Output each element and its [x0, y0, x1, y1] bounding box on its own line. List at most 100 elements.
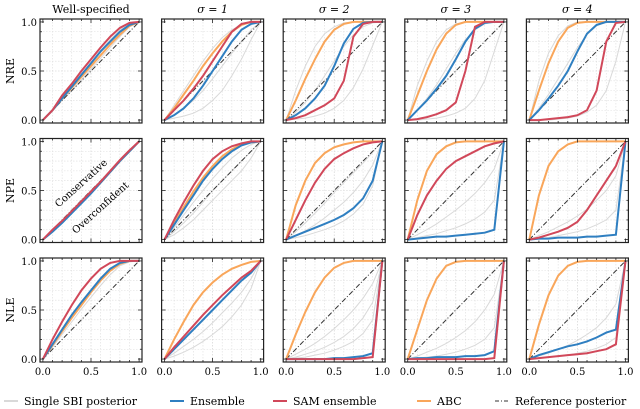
reference-posterior-line — [407, 260, 505, 360]
column-title: σ = 2 — [319, 3, 350, 16]
legend: Single SBI posterior Ensemble SAM ensemble… — [4, 395, 627, 408]
row-label-npe: NPE — [4, 178, 17, 203]
abc-line — [285, 140, 383, 240]
single-sbi-posterior-line — [407, 141, 505, 241]
x-tick-label: 1.0 — [374, 367, 390, 378]
panel-nle-0 — [39, 257, 143, 363]
abc-line — [285, 259, 383, 360]
x-tick-label: 1.0 — [618, 367, 634, 378]
single-sbi-posterior-line — [285, 141, 383, 241]
sam-ensemble-line — [406, 140, 505, 240]
single-sbi-posterior-line — [164, 260, 262, 360]
x-tick-label: 1.0 — [496, 367, 512, 378]
x-tick-label: 0.0 — [400, 367, 416, 378]
column-title: Well-specified — [52, 3, 129, 16]
sam-ensemble-line — [163, 260, 262, 360]
legend-label: Ensemble — [190, 395, 245, 408]
ensemble-line — [42, 259, 140, 360]
x-tick-label: 0.0 — [157, 367, 173, 378]
sam-ensemble-line — [407, 20, 504, 122]
legend-item-single: Single SBI posterior — [4, 395, 138, 408]
ensemble-line — [407, 141, 505, 241]
column-title: σ = 4 — [562, 3, 593, 16]
panel-nre-1 — [161, 18, 265, 124]
single-sbi-posterior-line — [407, 141, 505, 241]
sam-ensemble-line — [529, 260, 627, 361]
ensemble-line — [163, 140, 261, 241]
row-label-nre: NRE — [4, 58, 17, 84]
ensemble-line — [42, 20, 140, 121]
panel-nle-1 — [161, 257, 265, 363]
ensemble-line — [163, 260, 262, 360]
reference-posterior-line — [285, 260, 383, 360]
x-tick-label: 0.0 — [35, 367, 51, 378]
reference-posterior-line — [42, 260, 140, 360]
column-title: σ = 3 — [440, 3, 471, 16]
single-sbi-posterior-line — [285, 21, 383, 121]
ensemble-line — [529, 141, 627, 241]
single-sbi-posterior-line — [529, 141, 626, 241]
single-sbi-posterior-line — [407, 21, 505, 121]
sam-ensemble-line — [285, 20, 383, 122]
single-sbi-posterior-line — [286, 260, 383, 360]
panel-nre-4 — [525, 18, 630, 124]
x-tick-label: 1.0 — [253, 367, 269, 378]
panel-npe-4 — [525, 137, 630, 244]
legend-label: ABC — [436, 395, 462, 408]
legend-item-ens: Ensemble — [170, 395, 245, 408]
y-tick-label: 1.0 — [21, 137, 37, 148]
sam-ensemble-line — [42, 259, 140, 360]
single-sbi-posterior-line — [285, 141, 383, 240]
ensemble-line — [285, 141, 384, 241]
panel-npe-2 — [282, 137, 386, 244]
reference-posterior-line — [164, 141, 262, 240]
x-tick-label: 0.0 — [521, 367, 537, 378]
x-tick-label: 0.5 — [83, 367, 99, 378]
panel-npe-1 — [161, 137, 265, 244]
sam-ensemble-line — [42, 140, 140, 241]
reference-posterior-line — [285, 21, 383, 121]
legend-label: Single SBI posterior — [24, 395, 138, 408]
y-tick-label: 0.0 — [21, 236, 37, 247]
panel-nle-4 — [525, 257, 630, 363]
abc-line — [163, 259, 261, 360]
single-sbi-posterior-line — [286, 21, 383, 121]
single-sbi-posterior-line — [164, 21, 262, 121]
panel-nre-0 — [39, 18, 143, 124]
y-tick-label: 0.0 — [21, 355, 37, 366]
ensemble-line — [164, 20, 261, 121]
sam-ensemble-line — [163, 20, 261, 121]
row-label-nle: NLE — [4, 298, 17, 323]
single-sbi-posterior-line — [164, 141, 262, 241]
column-title: σ = 1 — [197, 3, 228, 16]
panel-nre-3 — [404, 18, 508, 124]
sam-ensemble-line — [163, 140, 261, 241]
single-sbi-posterior-line — [285, 260, 383, 360]
x-tick-label: 0.0 — [278, 367, 294, 378]
y-tick-label: 0.5 — [21, 187, 37, 198]
legend-item-sam: SAM ensemble — [273, 395, 377, 408]
ensemble-line — [528, 20, 626, 121]
single-sbi-posterior-line — [285, 260, 383, 360]
single-sbi-posterior-line — [407, 260, 505, 360]
ensemble-line — [528, 260, 627, 361]
x-tick-label: 0.5 — [569, 367, 585, 378]
x-tick-label: 0.5 — [326, 367, 342, 378]
y-tick-label: 1.0 — [21, 18, 37, 29]
legend-item-ref: Reference posterior — [495, 395, 627, 408]
reference-posterior-line — [407, 141, 505, 240]
y-tick-label: 0.5 — [21, 306, 37, 317]
panel-nle-3 — [404, 257, 508, 363]
sam-ensemble-line — [285, 140, 383, 241]
reference-posterior-line — [285, 141, 383, 240]
y-tick-label: 1.0 — [21, 257, 37, 268]
legend-label: Reference posterior — [515, 395, 627, 408]
panel-nle-2 — [282, 257, 386, 363]
x-tick-label: 0.5 — [205, 367, 221, 378]
sam-ensemble-line — [529, 20, 626, 122]
legend-item-abc: ABC — [417, 395, 462, 408]
sam-ensemble-line — [529, 141, 627, 241]
legend-label: SAM ensemble — [293, 395, 377, 408]
